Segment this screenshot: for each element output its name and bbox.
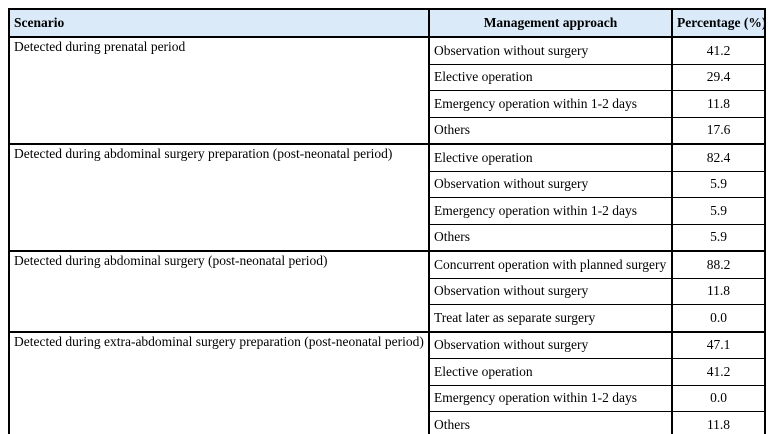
approach-cell: Elective operation [428, 358, 673, 386]
percentage-cell: 5.9 [671, 197, 766, 225]
approach-cell: Treat later as separate surgery [428, 304, 673, 332]
table-row: Others 5.9 [9, 223, 766, 252]
table-row: Others 17.6 [9, 116, 766, 145]
column-header-percentage: Percentage (%) [671, 8, 766, 38]
approach-cell: Observation without surgery [428, 277, 673, 305]
percentage-cell: 41.2 [671, 358, 766, 386]
percentage-cell: 5.9 [671, 170, 766, 198]
table-header-row: Scenario Management approach Percentage … [8, 8, 766, 38]
approach-cell: Elective operation [428, 63, 673, 91]
scenario-cell: Detected during abdominal surgery prepar… [8, 143, 430, 252]
table-row: Detected during extra-abdominal surgery … [8, 330, 766, 434]
approach-cell: Emergency operation within 1-2 days [428, 90, 673, 118]
scenario-cell: Detected during extra-abdominal surgery … [8, 330, 430, 434]
approach-cell: Others [428, 411, 673, 434]
table-row: Elective operation 41.2 [9, 358, 766, 386]
percentage-cell: 11.8 [671, 90, 766, 118]
table-row: Detected during abdominal surgery prepar… [8, 143, 766, 252]
approach-cell: Observation without surgery [428, 36, 673, 65]
percentage-cell: 17.6 [671, 116, 766, 145]
table-row: Observation without surgery 11.8 [9, 277, 766, 305]
approach-cell: Emergency operation within 1-2 days [428, 384, 673, 412]
percentage-cell: 11.8 [671, 411, 766, 434]
approach-cell: Observation without surgery [428, 330, 673, 359]
approach-cell: Emergency operation within 1-2 days [428, 197, 673, 225]
approach-cell: Elective operation [428, 143, 673, 172]
scenario-cell: Detected during prenatal period [8, 36, 430, 145]
approach-cell: Others [428, 223, 673, 252]
percentage-cell: 29.4 [671, 63, 766, 91]
approach-cell: Others [428, 116, 673, 145]
table-row: Others 11.8 [9, 411, 766, 434]
scenario-cell: Detected during abdominal surgery (post-… [8, 250, 430, 332]
percentage-cell: 0.0 [671, 384, 766, 412]
percentage-cell: 0.0 [671, 304, 766, 332]
table-row: Emergency operation within 1-2 days 0.0 [9, 384, 766, 412]
table-row: Detected during abdominal surgery (post-… [8, 250, 766, 332]
percentage-cell: 47.1 [671, 330, 766, 359]
percentage-cell: 82.4 [671, 143, 766, 172]
approach-cell: Observation without surgery [428, 170, 673, 198]
column-header-scenario: Scenario [8, 8, 430, 38]
table-row: Elective operation 29.4 [9, 63, 766, 91]
table-row: Detected during prenatal period Observat… [8, 36, 766, 145]
percentage-cell: 11.8 [671, 277, 766, 305]
column-header-approach: Management approach [428, 8, 673, 38]
percentage-cell: 5.9 [671, 223, 766, 252]
table-row: Observation without surgery 5.9 [9, 170, 766, 198]
percentage-cell: 41.2 [671, 36, 766, 65]
table-row: Emergency operation within 1-2 days 5.9 [9, 197, 766, 225]
approach-cell: Concurrent operation with planned surger… [428, 250, 673, 279]
management-approach-table: Scenario Management approach Percentage … [8, 8, 766, 434]
percentage-cell: 88.2 [671, 250, 766, 279]
table-row: Treat later as separate surgery 0.0 [9, 304, 766, 332]
